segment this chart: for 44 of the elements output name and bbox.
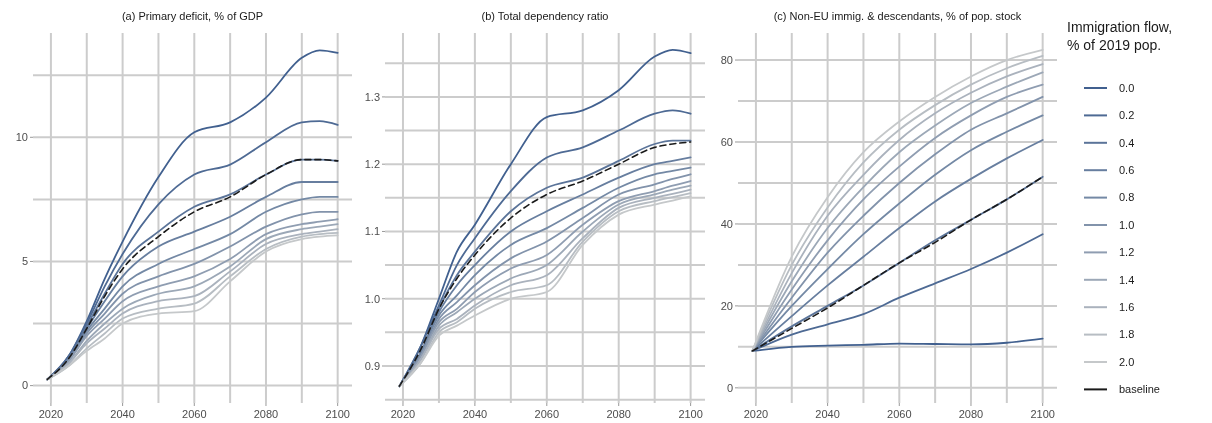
- legend-label: 1.8: [1119, 328, 1135, 341]
- x-tick-label: 2060: [534, 408, 560, 420]
- legend-label: 2.0: [1119, 355, 1135, 368]
- legend-label: 1.0: [1119, 218, 1135, 231]
- legend-label: 1.6: [1119, 301, 1135, 314]
- y-tick-label: 0.9: [364, 359, 380, 372]
- legend-label: 1.4: [1119, 273, 1135, 286]
- y-tick-label: 1.0: [364, 292, 380, 305]
- y-tick-label: 1.3: [364, 90, 380, 103]
- y-tick-label: 40: [720, 217, 733, 230]
- x-tick-label: 2080: [606, 408, 631, 420]
- y-tick-label: 0: [726, 381, 733, 394]
- y-tick-label: 1.2: [364, 158, 380, 171]
- x-tick-label: 2040: [110, 408, 135, 420]
- x-tick-label: 2040: [815, 408, 840, 420]
- x-tick-label: 2020: [38, 408, 64, 420]
- x-tick-label: 2060: [887, 408, 912, 420]
- x-tick-label: 2040: [462, 408, 488, 420]
- x-tick-label: 2100: [1030, 408, 1055, 420]
- y-tick-label: 20: [720, 299, 733, 312]
- legend-label: 0.2: [1119, 109, 1135, 122]
- y-tick-label: 1.1: [364, 225, 380, 238]
- x-tick-label: 2100: [325, 408, 350, 420]
- legend-label: 0.0: [1119, 81, 1135, 94]
- y-tick-label: 80: [720, 53, 733, 66]
- legend-label: 0.6: [1119, 164, 1135, 177]
- y-tick-label: 10: [15, 131, 28, 144]
- chart-title: (c) Non-EU immig. & descendants, % of pop. stock: [773, 10, 1022, 22]
- x-tick-label: 2020: [390, 408, 416, 420]
- x-tick-label: 2020: [743, 408, 769, 420]
- x-tick-label: 2100: [678, 408, 703, 420]
- x-tick-label: 2080: [958, 408, 984, 420]
- y-tick-label: 0: [21, 379, 28, 392]
- x-tick-label: 2060: [182, 408, 207, 420]
- legend-label: 1.2: [1119, 246, 1135, 259]
- legend-label: baseline: [1119, 383, 1160, 396]
- x-tick-label: 2080: [253, 408, 279, 420]
- chart-title: (b) Total dependency ratio: [481, 10, 609, 22]
- chart-title: (a) Primary deficit, % of GDP: [121, 10, 264, 22]
- legend-label: 0.4: [1119, 136, 1135, 149]
- y-tick-label: 5: [21, 255, 28, 268]
- legend-label: 0.8: [1119, 191, 1135, 204]
- y-tick-label: 60: [720, 135, 733, 148]
- legend-title: Immigration flow, % of 2019 pop.: [1067, 19, 1173, 53]
